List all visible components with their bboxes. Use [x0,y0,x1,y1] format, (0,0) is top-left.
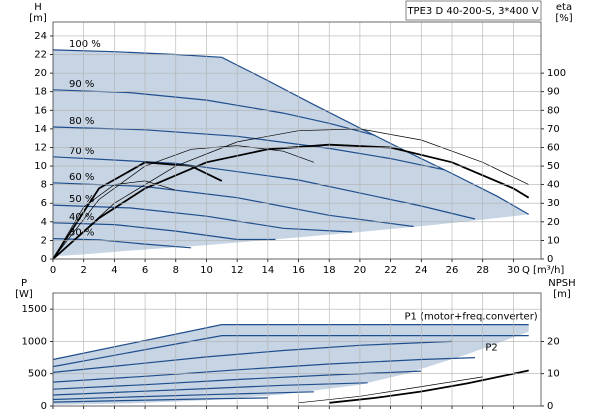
series-label: 50 % [69,194,94,205]
series-label: 90 % [69,79,94,90]
x-tick-label: 26 [446,265,459,276]
series-label: 80 % [69,116,94,127]
y-axis-label: P [21,278,27,289]
y2-tick-label: 50 [547,161,560,172]
y2-axis-label: NPSH [548,278,575,289]
y2-axis-unit: [m] [553,289,571,300]
y2-tick-label: 10 [547,369,560,380]
y-axis-unit: [W] [15,289,33,300]
x-tick-label: 24 [415,265,428,276]
y-tick-label: 14 [34,124,47,135]
x-tick-label: 16 [292,265,305,276]
y2-tick-label: 60 [547,142,560,153]
curve [52,49,529,215]
series-label: 70 % [69,146,94,157]
y-tick-label: 16 [34,105,47,116]
y2-tick-label: 40 [547,180,560,191]
y-tick-label: 18 [34,87,47,98]
y2-tick-label: 20 [547,217,560,228]
y-tick-label: 500 [28,369,47,380]
curve-secondary [329,369,529,404]
series-label: P2 [485,343,497,354]
chart-title: TPE3 D 40-200-S, 3*400 V [406,6,538,17]
y-tick-label: 22 [34,50,47,61]
x-axis-label: Q [m³/h] [522,265,564,276]
x-tick-label: 22 [384,265,397,276]
y2-tick-label: 70 [547,124,560,135]
x-tick-label: 30 [507,265,520,276]
y2-axis-unit: [%] [555,13,572,24]
x-tick-label: 10 [200,265,213,276]
y-tick-label: 20 [34,68,47,79]
y-tick-label: 6 [41,198,47,209]
x-tick-label: 2 [81,265,87,276]
plot-frame [52,292,542,407]
curve [52,335,529,368]
x-tick-label: 14 [261,265,274,276]
plot-frame [52,21,542,260]
series-label: 30 % [69,228,94,239]
y-tick-label: 24 [34,31,47,42]
x-tick-label: 0 [50,265,56,276]
operating-area [53,49,529,257]
curve [52,324,529,361]
curve [52,89,376,136]
curve [52,357,476,383]
title-box [405,0,542,21]
curve [52,391,314,401]
series-label: P1 (motor+freq.converter) [405,312,538,323]
curve [52,126,445,171]
curve-secondary [52,145,315,260]
series-label: 60 % [69,172,94,183]
y-axis-unit: [m] [29,13,47,24]
y-tick-label: 0 [41,401,47,412]
series-label: 100 % [69,39,101,50]
y-tick-label: 4 [41,217,47,228]
y2-tick-label: 80 [547,105,560,116]
y-tick-label: 1000 [22,336,47,347]
y-tick-label: 12 [34,142,47,153]
y2-tick-label: 0 [547,254,553,265]
curve [52,340,453,373]
y2-tick-label: 0 [547,401,553,412]
y2-tick-label: 100 [547,68,566,79]
y2-tick-label: 90 [547,87,560,98]
series-label: 40 % [69,212,94,223]
y2-tick-label: 20 [547,336,560,347]
x-tick-label: 28 [476,265,489,276]
x-tick-label: 20 [354,265,367,276]
x-tick-label: 6 [142,265,148,276]
x-tick-label: 8 [173,265,179,276]
y2-axis-label: eta [556,2,572,13]
y-tick-label: 2 [41,235,47,246]
x-tick-label: 12 [231,265,244,276]
y2-tick-label: 10 [547,235,560,246]
y-tick-label: 0 [41,254,47,265]
y2-tick-label: 30 [547,198,560,209]
x-tick-label: 18 [323,265,336,276]
y-tick-label: 10 [34,161,47,172]
y-tick-label: 8 [41,180,47,191]
x-tick-label: 4 [111,265,117,276]
y-axis-label: H [34,2,42,13]
y-tick-label: 1500 [22,304,47,315]
